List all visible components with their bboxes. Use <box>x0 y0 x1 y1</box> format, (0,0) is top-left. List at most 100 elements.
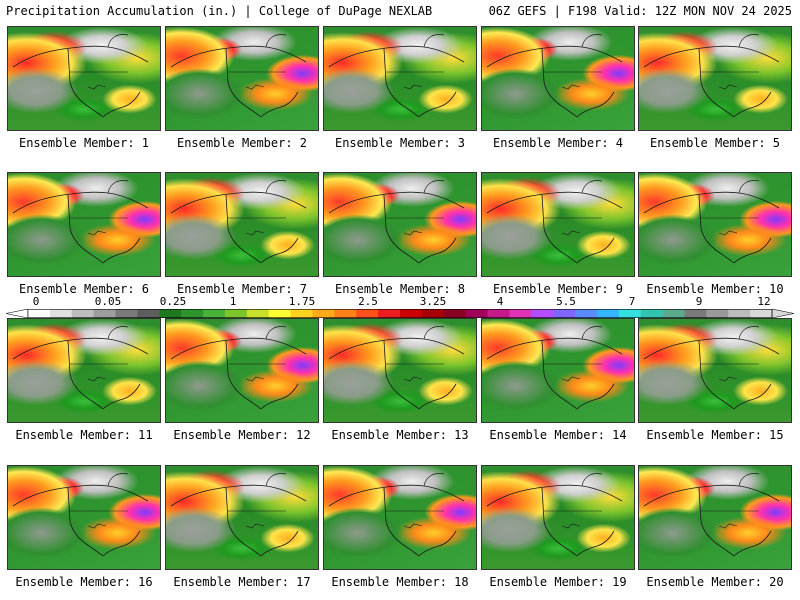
colorbar-tick-label: 7 <box>628 295 636 308</box>
precip-map <box>481 465 635 570</box>
colorbar-segment <box>596 309 620 318</box>
colorbar-tick-label: 3.25 <box>419 295 447 308</box>
ensemble-panel: Ensemble Member: 10 <box>638 172 792 296</box>
map-outline <box>170 180 307 264</box>
ensemble-panel: Ensemble Member: 11 <box>7 318 161 442</box>
colorbar-left-arrow <box>6 309 29 318</box>
ensemble-panel: Ensemble Member: 7 <box>165 172 319 296</box>
ensemble-panel: Ensemble Member: 3 <box>323 26 477 150</box>
ensemble-panel: Ensemble Member: 8 <box>323 172 477 296</box>
member-caption: Ensemble Member: 1 <box>18 136 150 150</box>
map-outline <box>643 473 780 557</box>
map-outline <box>12 326 149 410</box>
colorbar-tick-label: 2.5 <box>358 295 378 308</box>
precip-map <box>638 26 792 131</box>
colorbar-segment <box>421 309 445 318</box>
precip-map <box>323 465 477 570</box>
precip-map <box>481 26 635 131</box>
colorbar-segment <box>356 309 379 318</box>
colorbar-segment <box>750 309 773 318</box>
colorbar-tick-label: 0.25 <box>159 295 187 308</box>
precip-map <box>7 318 161 423</box>
member-caption: Ensemble Member: 14 <box>489 428 627 442</box>
colorbar-segment <box>137 309 160 318</box>
precip-map <box>481 172 635 277</box>
precip-map <box>323 26 477 131</box>
ensemble-panel: Ensemble Member: 16 <box>7 465 161 589</box>
map-outline <box>486 180 623 264</box>
model-run-info: 06Z GEFS | F198 Valid: 12Z MON NOV 24 20… <box>488 4 792 18</box>
colorbar-segment <box>312 309 335 318</box>
colorbar-segment <box>662 309 685 318</box>
colorbar-segment <box>640 309 664 318</box>
colorbar-segment <box>181 309 204 318</box>
colorbar-segment <box>290 309 313 318</box>
ensemble-panel: Ensemble Member: 9 <box>481 172 635 296</box>
colorbar-segment <box>400 309 423 318</box>
member-caption: Ensemble Member: 10 <box>646 282 784 296</box>
member-caption: Ensemble Member: 13 <box>331 428 469 442</box>
colorbar-segment <box>618 309 642 318</box>
ensemble-panel: Ensemble Member: 17 <box>165 465 319 589</box>
colorbar-segment <box>224 309 248 318</box>
colorbar-segment <box>575 309 598 318</box>
colorbar-tick-label: 5.5 <box>556 295 576 308</box>
precip-colorbar: 0 0.05 0.25 1 1.75 2.5 3.25 4 5.5 7 9 12 <box>6 296 794 320</box>
member-caption: Ensemble Member: 8 <box>334 282 466 296</box>
map-outline <box>643 180 780 264</box>
colorbar-segment <box>28 309 51 318</box>
precip-map <box>165 318 319 423</box>
precip-map <box>638 465 792 570</box>
colorbar-frame <box>27 309 773 318</box>
colorbar-segment <box>49 309 73 318</box>
map-outline <box>12 180 149 264</box>
member-caption: Ensemble Member: 9 <box>492 282 624 296</box>
colorbar-segment <box>203 309 226 318</box>
colorbar-segment <box>334 309 357 318</box>
colorbar-segment <box>487 309 510 318</box>
colorbar-segment <box>378 309 401 318</box>
member-caption: Ensemble Member: 17 <box>173 575 311 589</box>
member-caption: Ensemble Member: 5 <box>649 136 781 150</box>
member-caption: Ensemble Member: 6 <box>18 282 150 296</box>
colorbar-segment <box>71 309 95 318</box>
colorbar-segment <box>706 309 729 318</box>
ensemble-panel: Ensemble Member: 5 <box>638 26 792 150</box>
colorbar-tick-label: 12 <box>757 295 771 308</box>
member-caption: Ensemble Member: 11 <box>15 428 153 442</box>
colorbar-segment <box>509 309 532 318</box>
map-outline <box>643 326 780 410</box>
member-caption: Ensemble Member: 16 <box>15 575 153 589</box>
precip-map <box>7 465 161 570</box>
map-outline <box>170 34 307 118</box>
precip-map <box>638 318 792 423</box>
precip-map <box>638 172 792 277</box>
colorbar-segment <box>531 309 554 318</box>
map-outline <box>328 326 465 410</box>
ensemble-panel: Ensemble Member: 12 <box>165 318 319 442</box>
map-outline <box>328 180 465 264</box>
colorbar-tick-label: 9 <box>695 295 703 308</box>
colorbar-tick-label: 0.05 <box>94 295 122 308</box>
map-outline <box>328 34 465 118</box>
chart-title: Precipitation Accumulation (in.) | Colle… <box>6 4 433 18</box>
colorbar-segment <box>115 309 138 318</box>
precip-map <box>7 172 161 277</box>
precip-map <box>323 318 477 423</box>
colorbar-segment <box>93 309 117 318</box>
ensemble-panel: Ensemble Member: 19 <box>481 465 635 589</box>
precip-map <box>165 465 319 570</box>
ensemble-panel: Ensemble Member: 6 <box>7 172 161 296</box>
map-outline <box>486 34 623 118</box>
map-outline <box>170 473 307 557</box>
colorbar-segment <box>246 309 270 318</box>
precip-map <box>165 26 319 131</box>
precip-map <box>481 318 635 423</box>
ensemble-panel: Ensemble Member: 1 <box>7 26 161 150</box>
colorbar-tick-label: 0 <box>32 295 40 308</box>
ensemble-panel: Ensemble Member: 14 <box>481 318 635 442</box>
colorbar-segment <box>443 309 467 318</box>
colorbar-segment <box>268 309 292 318</box>
colorbar-segment <box>553 309 576 318</box>
colorbar-tick-label: 1.75 <box>288 295 316 308</box>
